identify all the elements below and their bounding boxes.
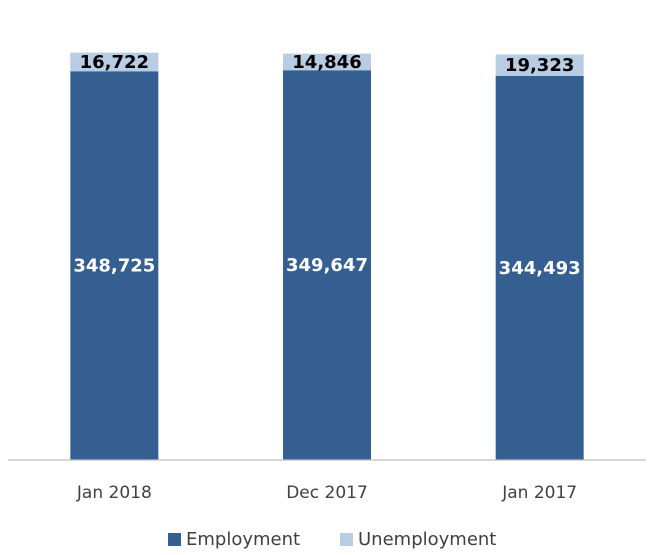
x-tick-label: Jan 2017: [501, 483, 577, 503]
x-tick-label: Jan 2018: [76, 483, 152, 503]
legend-swatch-unemployment: [340, 533, 353, 546]
data-label-employment-2: 349,647: [286, 255, 368, 276]
legend-label-employment: Employment: [186, 529, 300, 550]
data-label-unemployment-2: 14,846: [292, 52, 361, 73]
bar-segment-employment-2: [283, 70, 371, 460]
bar-segment-employment-3: [495, 75, 584, 461]
bar-segment-unemployment-2: [283, 53, 371, 71]
data-label-employment-3: 344,493: [499, 258, 581, 279]
bar-segment-unemployment-1: [70, 52, 159, 72]
bar-segment-employment-1: [70, 71, 159, 460]
bar-segment-unemployment-3: [495, 54, 584, 76]
data-label-employment-1: 348,725: [73, 256, 155, 277]
x-tick-label: Dec 2017: [286, 483, 368, 503]
legend-swatch-employment: [168, 533, 181, 546]
data-label-unemployment-1: 16,722: [80, 52, 149, 73]
legend-label-unemployment: Unemployment: [358, 529, 496, 550]
data-label-unemployment-3: 19,323: [505, 55, 574, 76]
